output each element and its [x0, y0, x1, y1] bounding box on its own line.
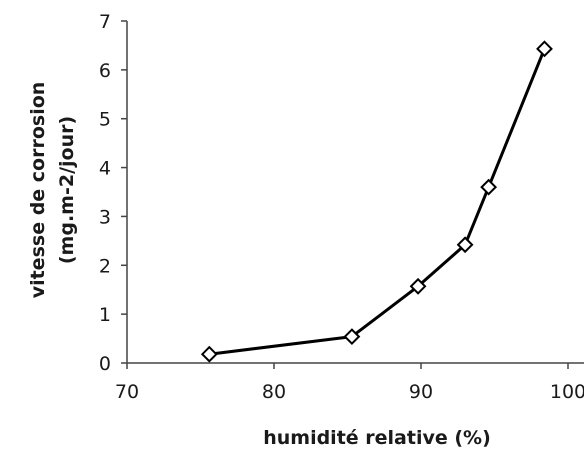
x-tick-label: 70: [115, 381, 139, 403]
series-line: [209, 48, 546, 356]
y-tick-label: 4: [99, 158, 111, 180]
data-point-marker: [343, 328, 361, 346]
y-tick-label: 3: [99, 206, 111, 228]
y-tick-label: 7: [99, 11, 111, 33]
x-tick-label: 90: [409, 381, 433, 403]
plot-area: 0 1 2 3 4 5 6 7 70 80 90 100: [99, 11, 584, 403]
y-tick-label: 0: [99, 353, 111, 375]
y-axis-title-line-2: (mg.m-2/jour): [56, 116, 78, 264]
y-tick-label: 5: [99, 109, 111, 131]
x-axis-title: humidité relative (%): [263, 427, 491, 449]
data-point-marker: [456, 236, 474, 254]
data-point-marker: [200, 345, 218, 363]
y-axis-title-line-1: vitesse de corrosion: [27, 82, 49, 299]
data-point-marker: [409, 277, 427, 295]
data-point-marker: [480, 178, 498, 196]
x-tick-label: 100: [550, 381, 584, 403]
y-tick-label: 2: [99, 255, 111, 277]
y-tick-label: 1: [99, 304, 111, 326]
data-point-marker: [536, 40, 553, 58]
x-tick-label: 80: [262, 381, 286, 403]
y-tick-label: 6: [99, 60, 111, 82]
